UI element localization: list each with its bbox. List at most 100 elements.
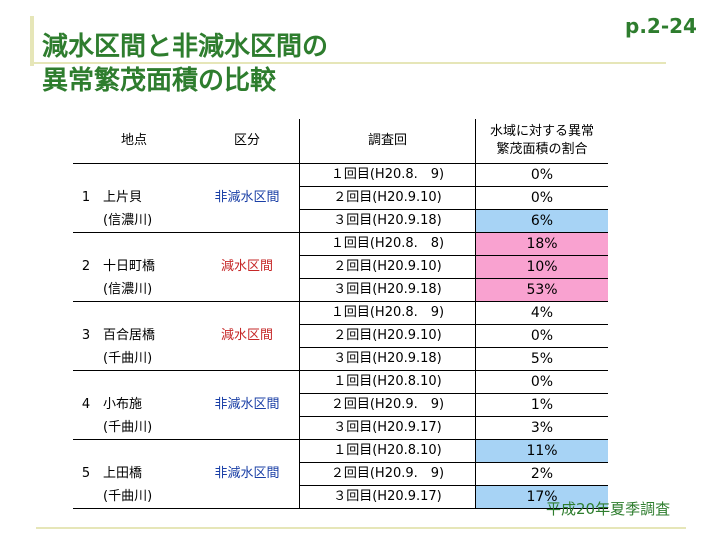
empty-cell (195, 485, 300, 509)
table-row: 5 上田橋 非減水区間 ２回目(H20.9. 9) 2% (73, 462, 608, 486)
table-row: １回目(H20.8. 9) 0% (73, 163, 608, 187)
survey-round: １回目(H20.8. 9) (299, 163, 476, 187)
page-number: p.2-24 (625, 14, 697, 38)
table-row: (信濃川) ３回目(H20.9.18) 53% (73, 278, 608, 302)
overgrowth-ratio: 53% (475, 278, 608, 302)
table-header-row: 地点 区分 調査回 水域に対する異常 繁茂面積の割合 (73, 119, 608, 164)
empty-cell (73, 302, 195, 325)
survey-round: ３回目(H20.9.18) (299, 347, 476, 371)
river-cell: (千曲川) (73, 347, 195, 371)
empty-cell (73, 233, 195, 256)
table-row: 1 上片貝 非減水区間 ２回目(H20.9.10) 0% (73, 186, 608, 210)
empty-cell (195, 233, 300, 256)
survey-round: １回目(H20.8. 9) (299, 301, 476, 325)
overgrowth-ratio: 5% (475, 347, 608, 371)
table-row: (千曲川) ３回目(H20.9.17) 17% (73, 485, 608, 509)
comparison-table-container: 地点 区分 調査回 水域に対する異常 繁茂面積の割合 １回目(H20.8. 9)… (73, 119, 608, 509)
survey-round: ２回目(H20.9.10) (299, 186, 476, 210)
empty-cell (195, 209, 300, 233)
empty-cell (195, 416, 300, 440)
river-name: (信濃川) (103, 281, 153, 297)
empty-cell (195, 302, 300, 325)
empty-cell (195, 371, 300, 394)
site-name: 百合居橋 (103, 328, 156, 343)
section-class: 減水区間 (220, 328, 273, 343)
survey-round: ３回目(H20.9.17) (299, 416, 476, 440)
river-cell: (信濃川) (73, 278, 195, 302)
header-ratio-line-2: 繁茂面積の割合 (496, 142, 588, 157)
site-number: 3 (81, 328, 91, 343)
table-row: 4 小布施 非減水区間 ２回目(H20.9. 9) 1% (73, 393, 608, 417)
survey-round: ２回目(H20.9.10) (299, 255, 476, 279)
survey-round: ３回目(H20.9.18) (299, 278, 476, 302)
survey-round: ３回目(H20.9.17) (299, 485, 476, 509)
site-name: 上片貝 (103, 190, 143, 205)
site-cell: 5 上田橋 (73, 463, 195, 486)
site-cell: 1 上片貝 (73, 187, 195, 210)
site-name: 十日町橋 (103, 259, 156, 274)
survey-round: ３回目(H20.9.18) (299, 209, 476, 233)
table-row: (千曲川) ３回目(H20.9.18) 5% (73, 347, 608, 371)
section-class: 非減水区間 (214, 466, 280, 481)
section-class: 非減水区間 (214, 397, 280, 412)
table-row: (千曲川) ３回目(H20.9.17) 3% (73, 416, 608, 440)
empty-cell (73, 440, 195, 463)
section-class: 非減水区間 (214, 190, 280, 205)
header-ratio-line-1: 水域に対する異常 (489, 124, 594, 139)
overgrowth-ratio: 11% (475, 439, 608, 463)
header-site: 地点 (73, 119, 195, 164)
table-row: １回目(H20.8.10) 0% (73, 370, 608, 394)
page-title: 減水区間と非減水区間の 異常繁茂面積の比較 (42, 30, 328, 98)
overgrowth-ratio: 17% (475, 485, 608, 509)
survey-round: １回目(H20.8.10) (299, 370, 476, 394)
overgrowth-ratio: 0% (475, 324, 608, 348)
site-name: 小布施 (103, 397, 143, 412)
title-line-1: 減水区間と非減水区間の (42, 32, 329, 62)
site-number: 4 (81, 397, 91, 412)
empty-cell (195, 164, 300, 187)
overgrowth-ratio: 6% (475, 209, 608, 233)
header-survey: 調査回 (299, 119, 476, 164)
table-row: (信濃川) ３回目(H20.9.18) 6% (73, 209, 608, 233)
overgrowth-ratio: 0% (475, 163, 608, 187)
table-row: 2 十日町橋 減水区間 ２回目(H20.9.10) 10% (73, 255, 608, 279)
footer-divider (36, 527, 686, 529)
river-name: (信濃川) (103, 212, 153, 228)
survey-period-note: 平成20年夏季調査 (546, 500, 671, 518)
table-row: 3 百合居橋 減水区間 ２回目(H20.9.10) 0% (73, 324, 608, 348)
overgrowth-ratio: 4% (475, 301, 608, 325)
survey-round: ２回目(H20.9. 9) (299, 393, 476, 417)
overgrowth-ratio: 18% (475, 232, 608, 256)
overgrowth-ratio: 0% (475, 370, 608, 394)
river-name: (千曲川) (103, 488, 153, 504)
table-row: １回目(H20.8. 9) 4% (73, 301, 608, 325)
site-number: 2 (81, 259, 91, 274)
title-accent-bar (30, 16, 34, 66)
empty-cell (73, 371, 195, 394)
empty-cell (73, 164, 195, 187)
header-ratio: 水域に対する異常 繁茂面積の割合 (475, 119, 608, 164)
river-name: (千曲川) (103, 419, 153, 435)
survey-round: １回目(H20.8.10) (299, 439, 476, 463)
site-number: 5 (81, 466, 91, 481)
overgrowth-ratio: 1% (475, 393, 608, 417)
header-class: 区分 (195, 119, 300, 164)
site-cell: 4 小布施 (73, 394, 195, 417)
river-cell: (千曲川) (73, 416, 195, 440)
overgrowth-ratio: 10% (475, 255, 608, 279)
title-line-2: 異常繁茂面積の比較 (42, 66, 277, 96)
comparison-table: 地点 区分 調査回 水域に対する異常 繁茂面積の割合 １回目(H20.8. 9)… (73, 119, 608, 509)
empty-cell (195, 440, 300, 463)
site-number: 1 (81, 190, 91, 205)
empty-cell (195, 278, 300, 302)
survey-round: ２回目(H20.9.10) (299, 324, 476, 348)
table-row: １回目(H20.8.10) 11% (73, 439, 608, 463)
overgrowth-ratio: 2% (475, 462, 608, 486)
title-divider (30, 62, 666, 64)
site-cell: 3 百合居橋 (73, 325, 195, 348)
overgrowth-ratio: 0% (475, 186, 608, 210)
survey-round: １回目(H20.8. 8) (299, 232, 476, 256)
river-cell: (信濃川) (73, 209, 195, 233)
site-name: 上田橋 (103, 466, 143, 481)
empty-cell (195, 347, 300, 371)
